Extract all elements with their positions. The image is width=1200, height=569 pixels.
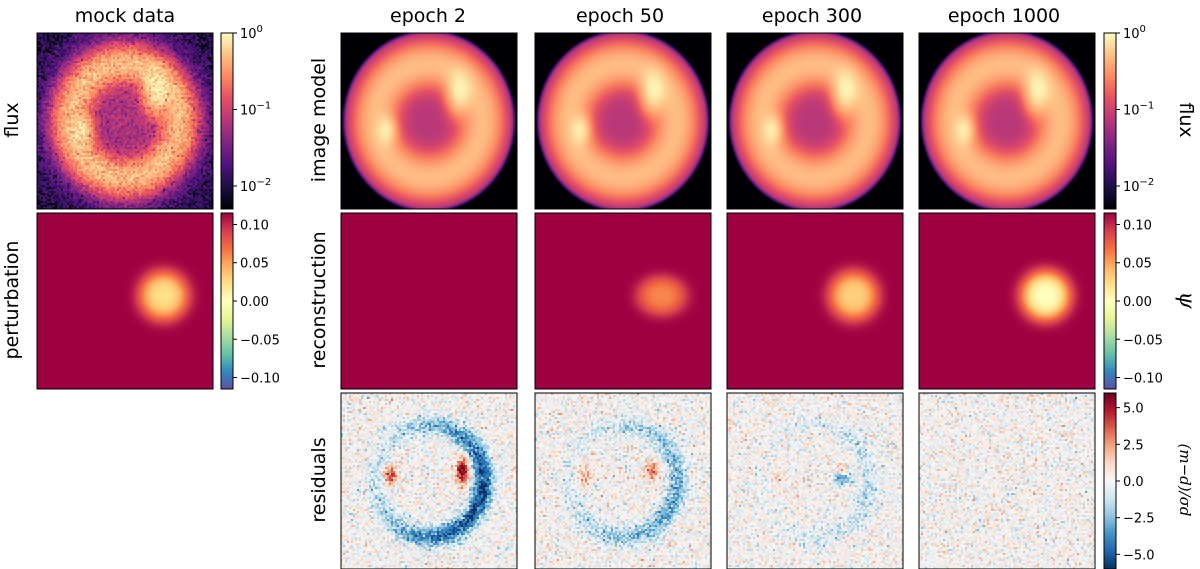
colorbar-psi-right [1103, 212, 1117, 390]
column-title-mock-data: mock data [75, 5, 175, 27]
column-title-epoch-300: epoch 300 [762, 5, 862, 27]
colorbar-psi-right-tick-label: 0.05 [1123, 257, 1152, 272]
row-label-perturbation: perturbation [1, 241, 23, 360]
colorbar-residual-tick-label: 2.5 [1123, 438, 1144, 453]
image-model-panel-epoch-300-frame [726, 32, 904, 210]
colorbar-psi-left-tick-label: −0.05 [240, 333, 280, 348]
row-label-image-model: image model [308, 58, 330, 182]
reconstruction-panel-epoch-50-frame [534, 212, 712, 390]
colorbar-label-flux: flux [1175, 102, 1197, 137]
colorbar-psi-left-tick-label: 0.00 [240, 295, 269, 310]
column-title-epoch-2: epoch 2 [390, 5, 466, 27]
mock-data-flux-panel-frame [36, 32, 214, 210]
colorbar-label-residual: (m−d)/σd [1176, 444, 1194, 517]
residual-panel-epoch-1000-frame [918, 392, 1096, 569]
colorbar-flux-right-tick-label: 10−1 [1123, 100, 1154, 118]
colorbar-label-psi: ψ [1174, 291, 1199, 309]
reconstruction-panel-epoch-2 [341, 213, 517, 389]
column-title-epoch-1000: epoch 1000 [948, 5, 1060, 27]
colorbar-psi-left-tick-label: −0.10 [240, 372, 280, 387]
row-label-residuals: residuals [308, 437, 330, 522]
residual-panel-epoch-50-frame [534, 392, 712, 569]
mock-data-flux-panel [37, 33, 213, 209]
colorbar-flux-right-tick-label: 10−2 [1123, 177, 1154, 195]
heatmap-panels [36, 32, 1096, 569]
image-model-panel-epoch-2-frame [340, 32, 518, 210]
reconstruction-panel-epoch-2-frame [340, 212, 518, 390]
colorbar-flux-left-tick-label: 10−2 [240, 177, 271, 195]
image-model-panel-epoch-300 [727, 33, 903, 209]
colorbars: 100 10−1 10−2 100 10−1 10−2 0.10 0.05 0.00 −0.05 −… [220, 24, 1163, 569]
reconstruction-panel-epoch-1000-frame [918, 212, 1096, 390]
colorbar-flux-left-tick-label: 10−1 [240, 100, 271, 118]
colorbar-psi-right-tick-label: −0.10 [1123, 372, 1163, 387]
colorbar-residual-tick-label: 5.0 [1123, 402, 1144, 417]
colorbar-residual-tick-label: −2.5 [1123, 512, 1155, 527]
colorbar-psi-left-tick-label: 0.05 [240, 257, 269, 272]
perturbation-true-panel-frame [36, 212, 214, 390]
reconstruction-panel-epoch-50 [535, 213, 711, 389]
colorbar-psi-right-tick-label: 0.00 [1123, 295, 1152, 310]
colorbar-label-residual-text: (m−d)/σd [1176, 444, 1194, 517]
colorbar-flux-right-tick-label: 100 [1123, 24, 1146, 42]
colorbar-psi-left [220, 212, 234, 390]
colorbar-psi-right-tick-label: 0.10 [1123, 218, 1152, 233]
reconstruction-panel-epoch-300-frame [726, 212, 904, 390]
reconstruction-panel-epoch-1000 [919, 213, 1095, 389]
image-model-panel-epoch-1000-frame [918, 32, 1096, 210]
colorbar-psi-right-tick-label: −0.05 [1123, 333, 1163, 348]
colorbar-flux-right [1103, 32, 1117, 210]
residual-panel-epoch-300-frame [726, 392, 904, 569]
colorbar-residual [1103, 392, 1117, 569]
colorbar-residual-tick-label: −5.0 [1123, 548, 1155, 563]
residual-panel-epoch-50 [535, 393, 711, 569]
residual-panel-epoch-2 [341, 393, 517, 569]
row-label-reconstruction: reconstruction [308, 231, 330, 368]
residual-panel-epoch-2-frame [340, 392, 518, 569]
row-label-flux: flux [1, 102, 23, 137]
image-model-panel-epoch-50 [535, 33, 711, 209]
colorbar-residual-tick-label: 0.0 [1123, 475, 1144, 490]
image-model-panel-epoch-1000 [919, 33, 1095, 209]
residual-panel-epoch-300 [727, 393, 903, 569]
image-model-panel-epoch-2 [341, 33, 517, 209]
colorbar-psi-left-tick-label: 0.10 [240, 218, 269, 233]
reconstruction-panel-epoch-300 [727, 213, 903, 389]
perturbation-true-panel [37, 213, 213, 389]
image-model-panel-epoch-50-frame [534, 32, 712, 210]
column-title-epoch-50: epoch 50 [576, 5, 664, 27]
colorbar-flux-left-tick-label: 100 [240, 24, 263, 42]
colorbar-flux-left [220, 32, 234, 210]
residual-panel-epoch-1000 [919, 393, 1095, 569]
